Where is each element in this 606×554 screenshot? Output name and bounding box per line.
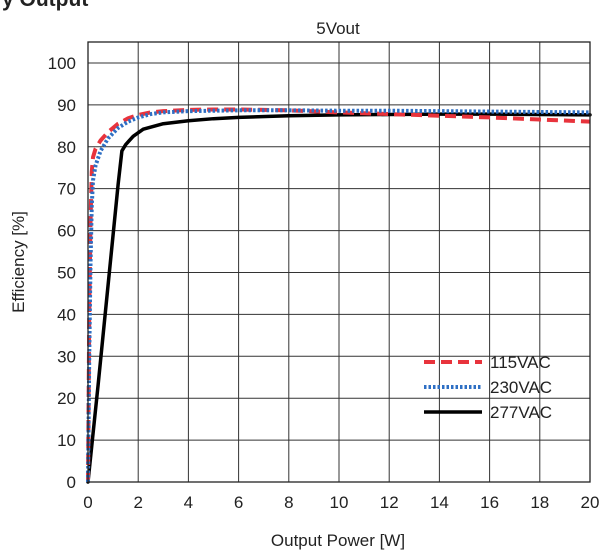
series-line-230vac — [86, 108, 591, 483]
x-tick-label: 10 — [330, 493, 349, 512]
y-tick-label: 10 — [57, 431, 76, 450]
legend-label: 277VAC — [490, 403, 552, 422]
y-tick-label: 70 — [57, 180, 76, 199]
y-tick-label: 40 — [57, 305, 76, 324]
y-tick-label: 100 — [48, 54, 76, 73]
plot-frame — [87, 41, 591, 483]
x-tick-label: 2 — [133, 493, 142, 512]
y-tick-label: 20 — [57, 389, 76, 408]
x-tick-label: 6 — [234, 493, 243, 512]
y-tick-label: 30 — [57, 347, 76, 366]
x-tick-label: 12 — [380, 493, 399, 512]
x-axis-label: Output Power [W] — [271, 531, 405, 550]
y-tick-label: 80 — [57, 138, 76, 157]
y-axis-label: Efficiency [%] — [9, 211, 28, 313]
x-tick-label: 8 — [284, 493, 293, 512]
x-tick-label: 16 — [480, 493, 499, 512]
series-line-277vac — [86, 112, 592, 484]
x-tick-label: 4 — [184, 493, 193, 512]
x-tick-label: 20 — [581, 493, 600, 512]
x-tick-label: 18 — [530, 493, 549, 512]
legend-label: 115VAC — [490, 353, 551, 372]
y-tick-label: 50 — [57, 263, 76, 282]
series-layer — [86, 107, 592, 484]
legend-label: 230VAC — [490, 378, 552, 397]
x-tick-label: 14 — [430, 493, 449, 512]
y-tick-label: 0 — [67, 473, 76, 492]
legend: 115VAC 230VAC 277VAC — [424, 353, 552, 422]
x-axis-ticks: 0 2 4 6 8 10 12 14 16 18 20 — [83, 493, 599, 512]
section-heading: y Output — [2, 0, 88, 11]
x-tick-label: 0 — [83, 493, 92, 512]
chart-title: 5Vout — [316, 19, 360, 38]
y-tick-label: 90 — [57, 96, 76, 115]
y-axis-ticks: 0 10 20 30 40 50 60 70 80 90 100 — [48, 54, 76, 492]
y-tick-label: 60 — [57, 222, 76, 241]
